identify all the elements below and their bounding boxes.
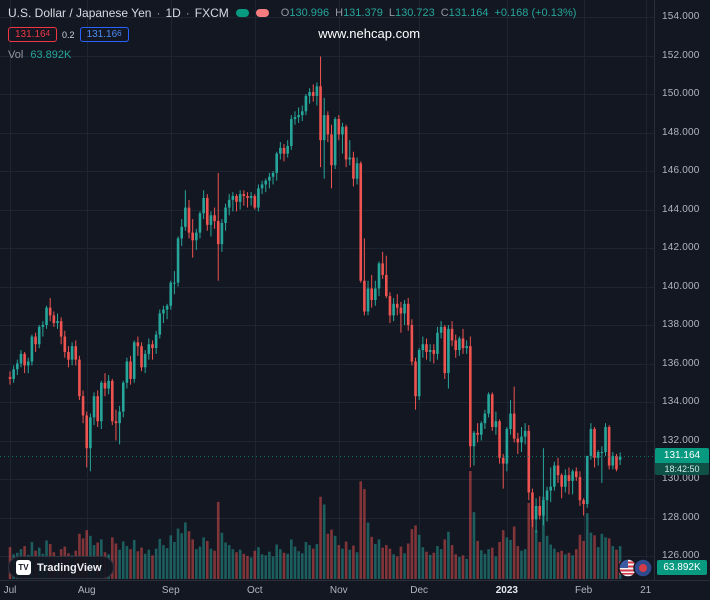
time-tick-label: Jul <box>3 585 17 596</box>
sell-button[interactable]: 131.164 <box>8 27 58 42</box>
volume-axis-label: 63.892K <box>657 560 707 575</box>
price-tick-label: 134.000 <box>662 396 700 407</box>
legend: U.S. Dollar / Japanese Yen · 1D · FXCM O… <box>8 6 576 61</box>
tradingview-logo-icon: TV <box>16 560 31 575</box>
price-tick-label: 142.000 <box>662 242 700 253</box>
price-axis[interactable]: 131.164 18:42:50 63.892K 154.000 152.000 1… <box>654 0 710 580</box>
low-label: L <box>388 7 395 19</box>
price-tick-label: 152.000 <box>662 49 700 61</box>
vol-value: 63.892K <box>30 49 72 61</box>
tradingview-logo-link[interactable]: TV TradingView <box>8 556 114 579</box>
time-tick-label: 21 <box>640 585 652 596</box>
change-value: +0.168 (+0.13%) <box>494 7 577 19</box>
time-axis[interactable]: Jul Aug Sep Oct Nov Dec 2023 Feb 21 <box>0 580 710 600</box>
tradingview-logo-text: TradingView <box>37 561 102 574</box>
jpy-flag-icon <box>633 558 653 578</box>
vol-label: Vol <box>8 49 24 61</box>
time-tick-label: Feb <box>574 585 593 596</box>
price-tick-label: 138.000 <box>662 319 700 330</box>
currency-pair-icon <box>618 558 653 578</box>
price-tick-label: 136.000 <box>662 357 700 369</box>
price-tick-label: 130.000 <box>662 473 700 484</box>
interval-label[interactable]: 1D <box>165 6 181 20</box>
price-chart[interactable] <box>0 0 655 580</box>
time-tick-label: Nov <box>329 585 348 596</box>
legend-pill-red-icon[interactable] <box>255 9 269 17</box>
candles-layer <box>8 56 622 533</box>
watermark: www.nehcap.com <box>318 26 421 41</box>
time-tick-label: 2023 <box>495 585 518 596</box>
price-tick-label: 144.000 <box>662 203 700 215</box>
price-tick-label: 146.000 <box>662 165 700 176</box>
volume-legend: Vol 63.892K <box>8 49 576 61</box>
separator: · <box>156 6 161 20</box>
grid-layer <box>0 0 655 580</box>
symbol-title[interactable]: U.S. Dollar / Japanese Yen <box>8 6 152 20</box>
high-value: 131.379 <box>343 7 383 19</box>
legend-pill-green-icon[interactable] <box>235 9 249 17</box>
price-tick-label: 140.000 <box>662 280 700 292</box>
close-label: C <box>440 7 449 19</box>
price-tick-label: 154.000 <box>662 11 700 22</box>
price-tick-label: 128.000 <box>662 511 700 523</box>
last-price-label-stack: 131.164 18:42:50 <box>655 447 709 475</box>
open-value: 130.996 <box>289 7 330 19</box>
time-tick-label: Aug <box>77 585 96 596</box>
time-tick-label: Oct <box>246 585 263 596</box>
time-tick-label: Sep <box>161 585 180 596</box>
price-tick-label: 132.000 <box>662 434 700 446</box>
time-tick-label: Dec <box>410 585 429 596</box>
last-price-label: 131.164 <box>655 447 709 463</box>
exchange-label[interactable]: FXCM <box>194 6 229 20</box>
price-tick-label: 126.000 <box>662 550 700 561</box>
price-tick-label: 150.000 <box>662 88 700 99</box>
ohlc-values: O130.996 H131.379 L130.723 C131.164 +0.1… <box>281 7 577 19</box>
buy-button[interactable]: 131.166 <box>79 27 129 42</box>
separator: · <box>185 6 190 20</box>
high-label: H <box>335 7 344 19</box>
price-tick-label: 148.000 <box>662 126 700 138</box>
spread-value: 0.2 <box>62 29 75 40</box>
open-label: O <box>280 7 290 19</box>
countdown-timer: 18:42:50 <box>655 462 709 475</box>
close-value: 131.164 <box>448 7 489 19</box>
low-value: 130.723 <box>394 7 435 19</box>
